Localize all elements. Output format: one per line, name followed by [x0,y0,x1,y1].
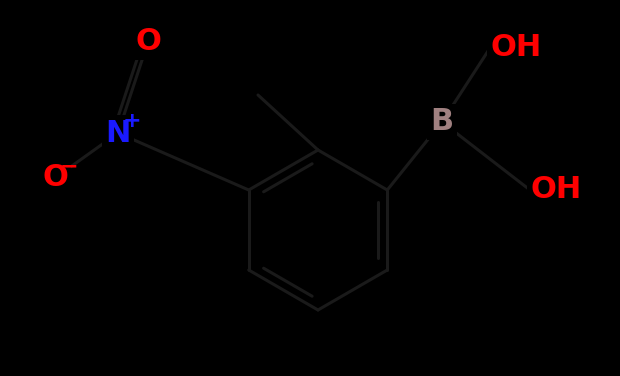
Text: O: O [42,164,68,193]
Text: B: B [430,108,454,136]
Text: OH: OH [530,176,582,205]
Text: +: + [123,111,141,131]
Text: −: − [60,156,78,176]
Text: N: N [105,118,131,147]
Text: OH: OH [490,33,541,62]
Text: O: O [135,27,161,56]
